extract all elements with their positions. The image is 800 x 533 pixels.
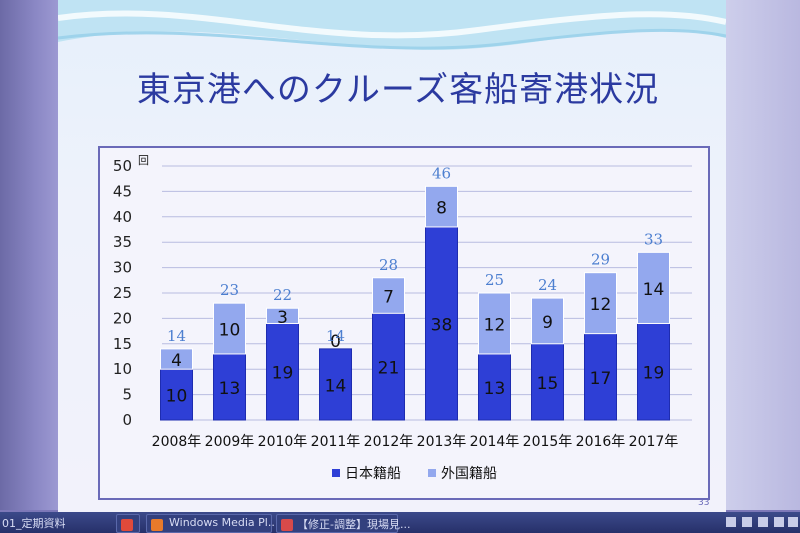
- taskbar-app-button[interactable]: [116, 514, 140, 533]
- y-tick-label: 10: [113, 360, 132, 378]
- document-icon: [281, 519, 293, 531]
- x-tick-label: 2015年: [523, 434, 573, 450]
- data-label: 19: [643, 364, 665, 384]
- bar-segment: [213, 302, 246, 355]
- data-label: 14: [643, 280, 665, 300]
- y-tick-label: 50: [113, 157, 132, 175]
- y-tick-label: 5: [122, 386, 132, 404]
- total-label: 14: [167, 327, 186, 345]
- tray-flag-icon[interactable]: [758, 517, 768, 527]
- app-icon: [121, 519, 133, 531]
- data-label: 10: [219, 321, 241, 341]
- bar-segment: [319, 348, 352, 421]
- bar-segment: [160, 348, 193, 370]
- left-screen-edge: [0, 0, 58, 510]
- total-label: 23: [220, 281, 239, 299]
- taskbar: 01_定期資料 Windows Media Pl... 【修正-調整】現場見..…: [0, 512, 800, 533]
- bar-segment: [478, 292, 511, 355]
- data-label: 17: [590, 369, 612, 389]
- legend-label: 外国籍船: [441, 465, 497, 482]
- data-label: 13: [219, 379, 241, 399]
- bar-segment: [584, 272, 617, 335]
- y-tick-label: 35: [113, 233, 132, 251]
- legend-swatch: [332, 469, 340, 477]
- tray-volume-icon[interactable]: [788, 517, 798, 527]
- taskbar-media-player-label: Windows Media Pl...: [169, 516, 279, 529]
- y-tick-label: 40: [113, 208, 132, 226]
- x-tick-label: 2009年: [205, 434, 255, 450]
- bar-segment: [266, 322, 299, 421]
- taskbar-media-player-button[interactable]: Windows Media Pl...: [146, 514, 278, 533]
- taskbar-item-folder-label[interactable]: 01_定期資料: [2, 517, 66, 530]
- x-tick-label: 2012年: [364, 434, 414, 450]
- bar-segment: [531, 297, 564, 345]
- data-label: 13: [484, 379, 506, 399]
- data-label: 38: [431, 315, 453, 335]
- total-label: 46: [432, 164, 451, 182]
- bar-segment: [372, 277, 405, 314]
- data-label: 9: [542, 313, 553, 333]
- total-label: 14: [326, 327, 345, 345]
- y-tick-label: 0: [122, 411, 132, 429]
- legend-swatch: [428, 469, 436, 477]
- data-label: 10: [166, 387, 188, 407]
- y-tick-label: 30: [113, 259, 132, 277]
- total-label: 29: [591, 251, 610, 269]
- legend-label: 日本籍船: [345, 465, 401, 482]
- media-player-icon: [151, 519, 163, 531]
- bar-segment: [266, 307, 299, 324]
- bar-segment: [531, 343, 564, 421]
- bar-segment: [372, 312, 405, 421]
- data-label: 8: [436, 199, 447, 219]
- bar-segment: [425, 226, 458, 421]
- data-label: 4: [171, 351, 182, 371]
- data-label: 14: [325, 376, 347, 396]
- tray-pointer-icon[interactable]: [742, 517, 752, 527]
- bar-segment: [213, 353, 246, 421]
- x-tick-label: 2011年: [311, 434, 361, 450]
- total-label: 33: [644, 230, 663, 248]
- x-tick-label: 2017年: [629, 434, 679, 450]
- x-tick-label: 2014年: [470, 434, 520, 450]
- tray-keyboard-icon[interactable]: [726, 517, 736, 527]
- x-tick-label: 2008年: [152, 434, 202, 450]
- y-tick-label: 25: [113, 284, 132, 302]
- header-wave-decoration: [58, 0, 726, 50]
- data-label: 12: [484, 315, 506, 335]
- total-label: 25: [485, 271, 504, 289]
- data-label: 7: [383, 288, 394, 308]
- tray-network-icon[interactable]: [774, 517, 784, 527]
- x-tick-label: 2013年: [417, 434, 467, 450]
- bar-segment: [478, 353, 511, 421]
- y-tick-label: 15: [113, 335, 132, 353]
- y-axis-label: 回: [138, 154, 149, 167]
- slide-page-number: 33: [698, 498, 710, 508]
- chart-frame: 0 5 10 15 20 25 30 35 40 45 50 回 10 4 14 2008年 13 10 23 200…: [98, 146, 710, 500]
- bar-segment: [425, 185, 458, 228]
- total-label: 24: [538, 276, 557, 294]
- bar-segment: [584, 333, 617, 421]
- y-tick-label: 45: [113, 182, 132, 200]
- data-label: 0: [330, 332, 341, 352]
- y-tick-label: 20: [113, 309, 132, 327]
- total-label: 28: [379, 256, 398, 274]
- data-label: 15: [537, 374, 559, 394]
- x-tick-label: 2016年: [576, 434, 626, 450]
- data-label: 19: [272, 364, 294, 384]
- right-screen-edge: [720, 0, 800, 510]
- presentation-slide: 東京港へのクルーズ客船寄港状況 0 5 10 15 20 25 30 35 40 45 50 回 10 4…: [58, 0, 726, 512]
- x-tick-label: 2010年: [258, 434, 308, 450]
- data-label: 21: [378, 359, 400, 379]
- bar-segment: [637, 251, 670, 324]
- taskbar-document-label: 【修正-調整】現場見...: [297, 518, 411, 531]
- total-label: 22: [273, 286, 292, 304]
- slide-title: 東京港へのクルーズ客船寄港状況: [136, 70, 660, 110]
- data-label: 3: [277, 308, 288, 328]
- taskbar-document-button[interactable]: 【修正-調整】現場見...: [276, 514, 410, 533]
- bar-segment: [637, 322, 670, 421]
- data-label: 12: [590, 295, 612, 315]
